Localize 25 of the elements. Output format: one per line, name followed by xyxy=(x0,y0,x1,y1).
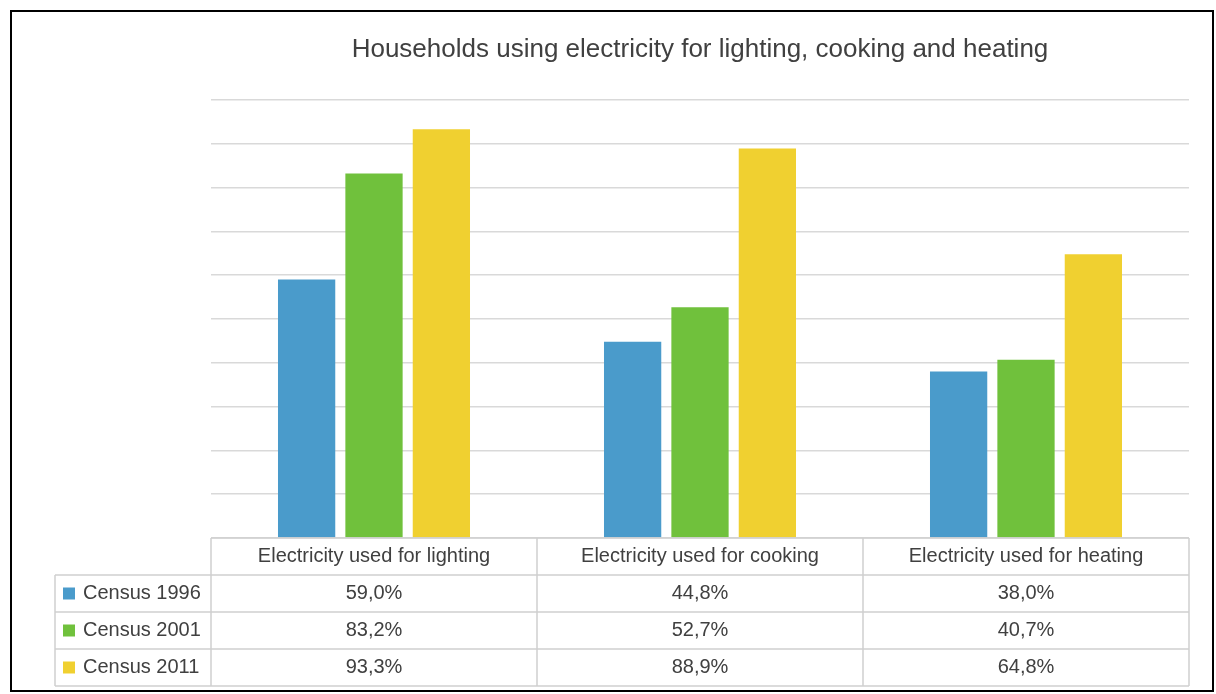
data-label: 59,0% xyxy=(345,581,403,604)
x-tick-label: Electricity used for lighting xyxy=(257,544,491,567)
bar xyxy=(412,129,471,538)
legend-label: Census 2011 xyxy=(83,655,200,678)
data-label: 64,8% xyxy=(997,655,1055,678)
bar xyxy=(603,341,662,538)
data-label: 40,7% xyxy=(997,618,1055,641)
bar xyxy=(1064,254,1123,538)
bar xyxy=(671,307,729,538)
chart-title: Households using electricity for lighting, cooking and heating xyxy=(351,33,1049,64)
data-label: 52,7% xyxy=(671,618,729,641)
bar xyxy=(929,371,988,538)
data-label: 88,9% xyxy=(671,655,729,678)
bar xyxy=(345,173,403,538)
x-tick-label: Electricity used for cooking xyxy=(581,544,819,567)
legend-label: Census 2001 xyxy=(83,618,201,641)
data-label: 93,3% xyxy=(345,655,403,678)
bar xyxy=(277,279,336,538)
legend-label: Census 1996 xyxy=(83,581,201,604)
data-label: 44,8% xyxy=(671,581,729,604)
bar xyxy=(738,148,797,538)
data-label: 83,2% xyxy=(345,618,403,641)
data-label: 38,0% xyxy=(997,581,1055,604)
bar xyxy=(997,359,1055,538)
x-tick-label: Electricity used for heating xyxy=(908,544,1144,567)
